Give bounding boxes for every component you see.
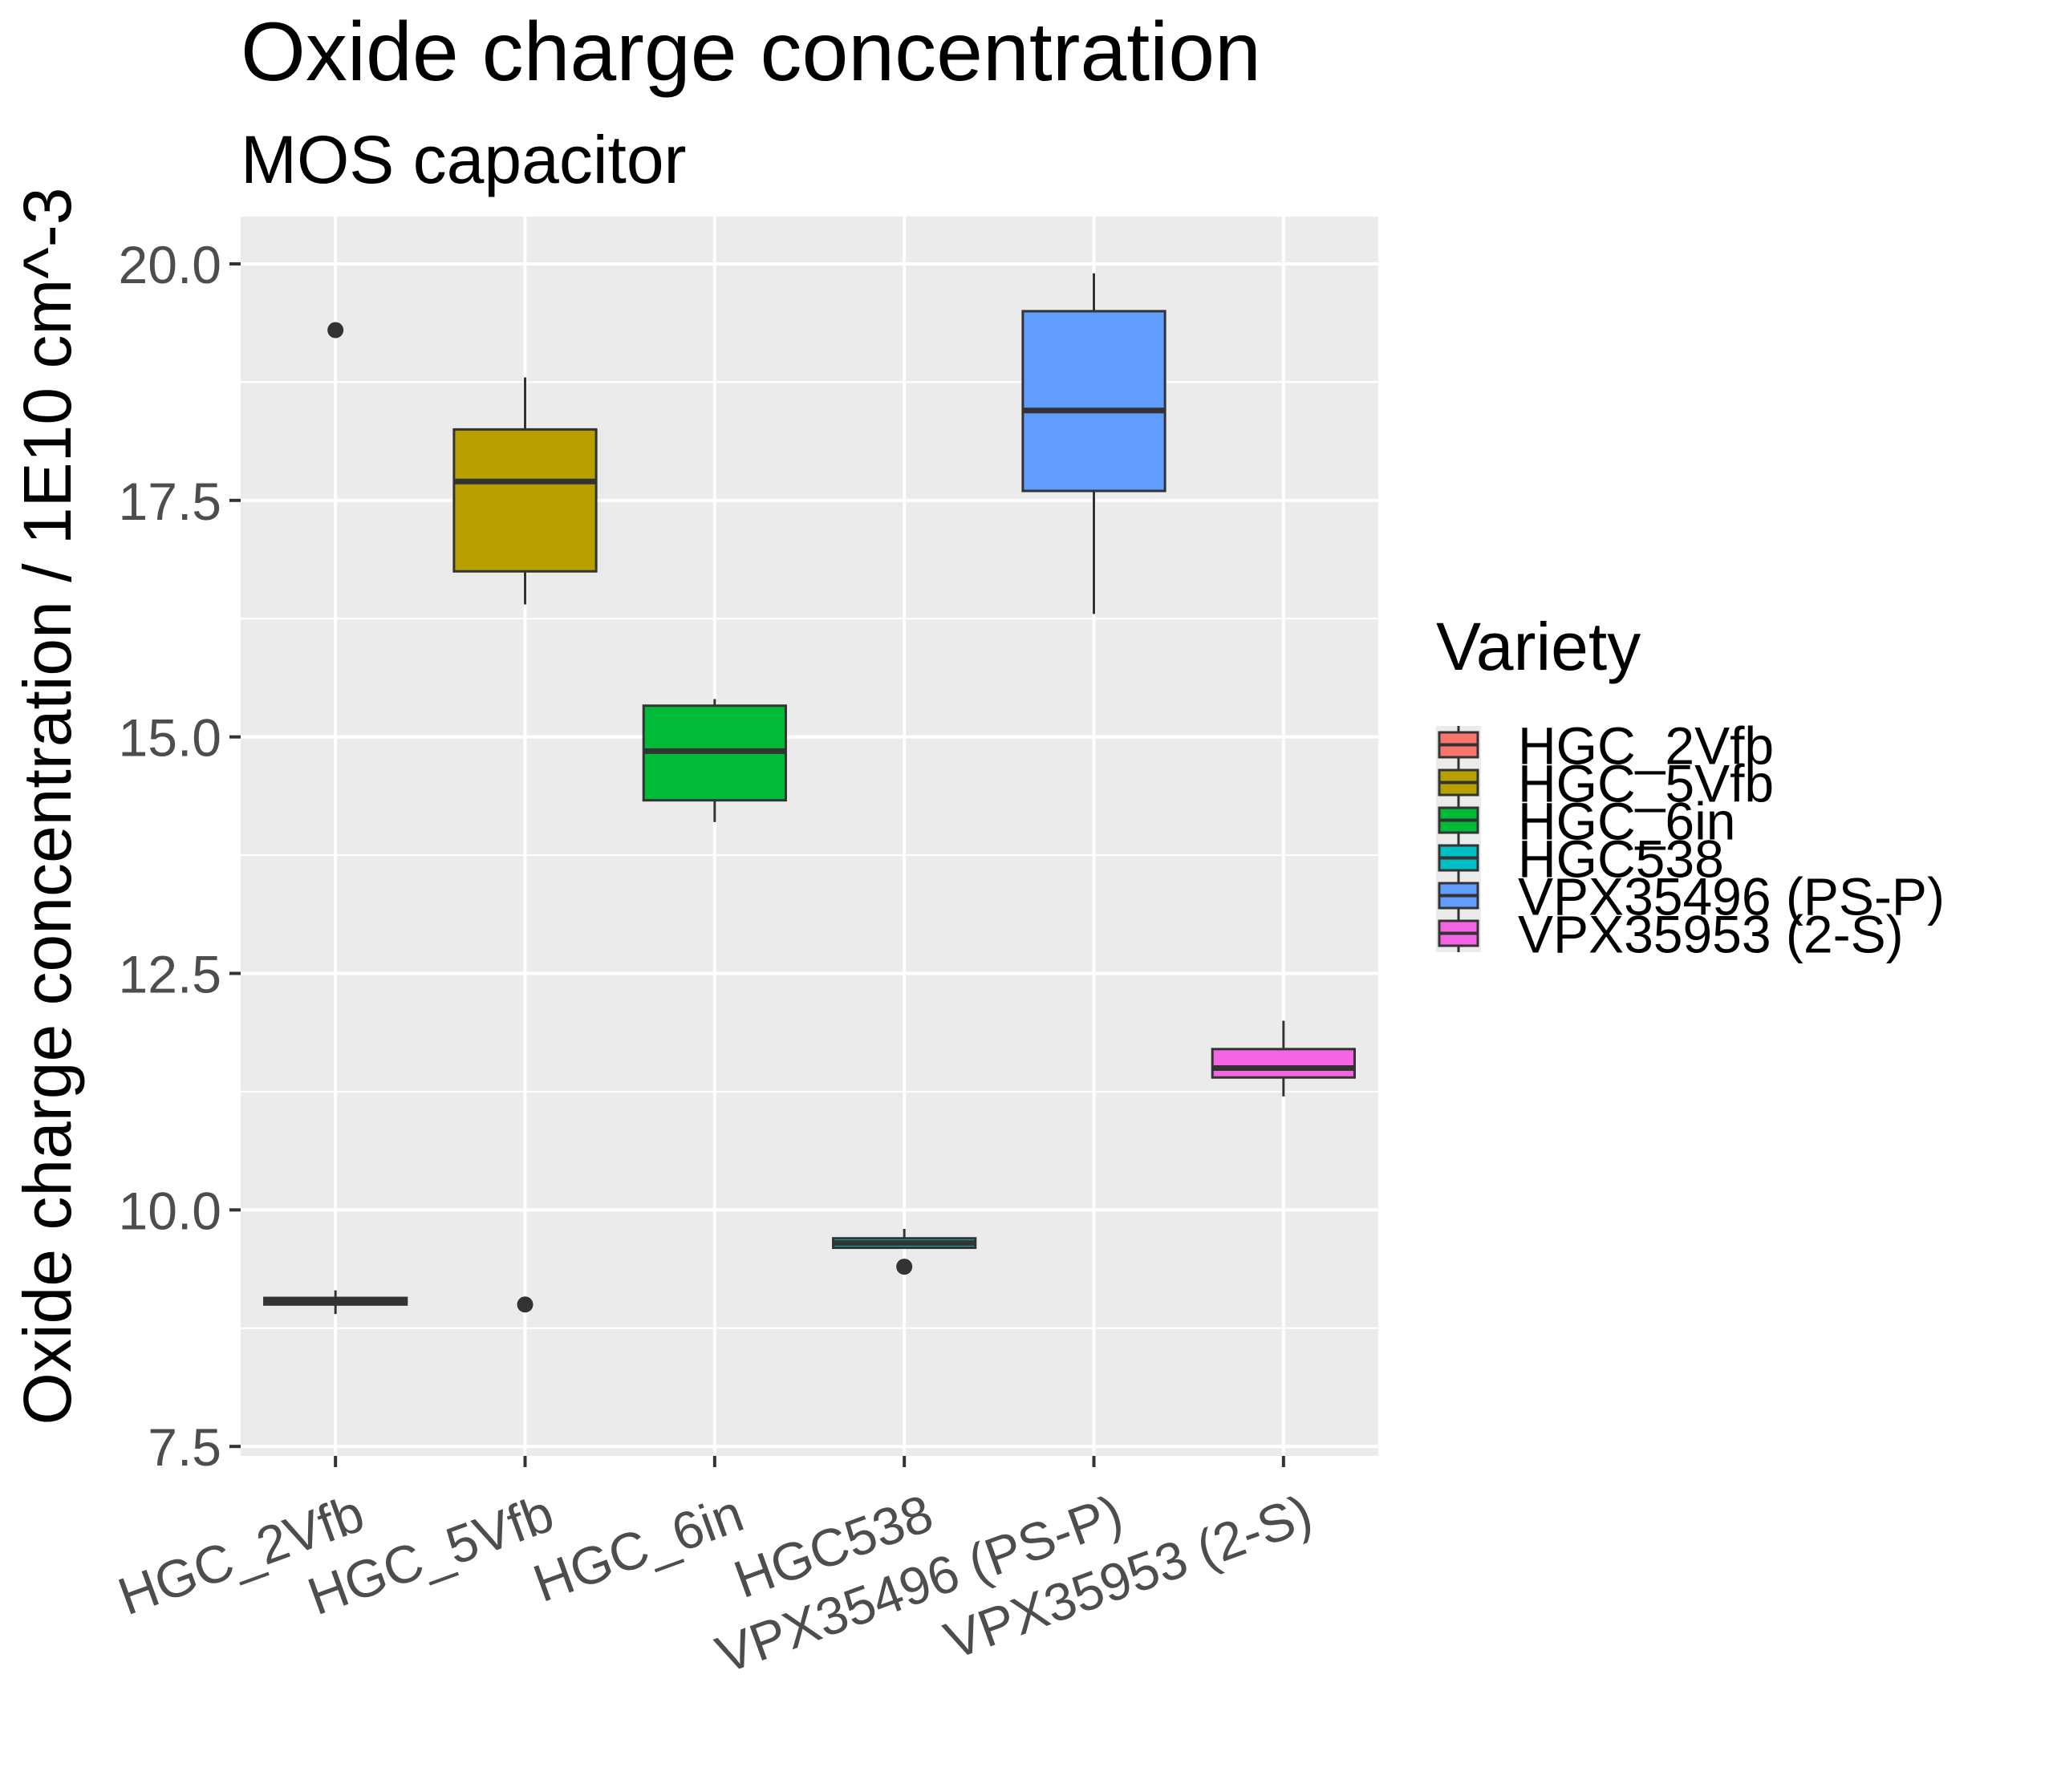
legend-item-label: HGC_5Vfb [1518, 754, 1774, 813]
box-hgc538 [832, 1228, 977, 1275]
y-axis-title: Oxide charge concentration / 1E10 cm^-3 [10, 188, 85, 1425]
y-tick-label: 12.5 [119, 945, 221, 1004]
y-tick-label: 10.0 [119, 1181, 221, 1240]
legend-title: Variety [1436, 609, 1641, 684]
legend-item-label: VPX35496 (PS-P) [1518, 867, 1945, 926]
chart-title: Oxide charge concentration [241, 6, 1261, 99]
y-tick-label: 17.5 [119, 472, 221, 531]
box-vpx35953-2-s- [1211, 1020, 1356, 1097]
y-tick-label: 15.0 [119, 708, 221, 768]
legend: Variety HGC_2VfbHGC_5VfbHGC_6inHGC538VPX… [1436, 609, 1945, 964]
legend-item-label: HGC_2Vfb [1518, 716, 1774, 776]
box-hgc-6in [642, 699, 787, 822]
box-body [1211, 1048, 1356, 1079]
plot-panel: 7.510.012.515.017.520.0HGC_2VfbHGC_5VfbH… [111, 217, 1378, 1685]
outlier-point [896, 1259, 913, 1275]
box-vpx35496-ps-p- [1021, 273, 1166, 614]
legend-item-label: HGC_6in [1518, 792, 1735, 851]
box-body [452, 428, 598, 573]
chart-subtitle: MOS capacitor [241, 122, 687, 197]
y-tick-label: 7.5 [148, 1417, 221, 1477]
box-hgc-5vfb [452, 377, 598, 1313]
x-tick-label: HGC_6in [525, 1483, 750, 1613]
legend-item-label: HGC538 [1518, 829, 1724, 889]
outlier-point [327, 322, 344, 339]
y-tick-label: 20.0 [119, 235, 221, 294]
panel-background [241, 217, 1378, 1456]
outlier-point [517, 1296, 534, 1313]
box-hgc-2vfb [263, 322, 408, 1315]
box-body [1021, 310, 1166, 493]
legend-item-label: VPX35953 (2-S) [1518, 905, 1904, 964]
